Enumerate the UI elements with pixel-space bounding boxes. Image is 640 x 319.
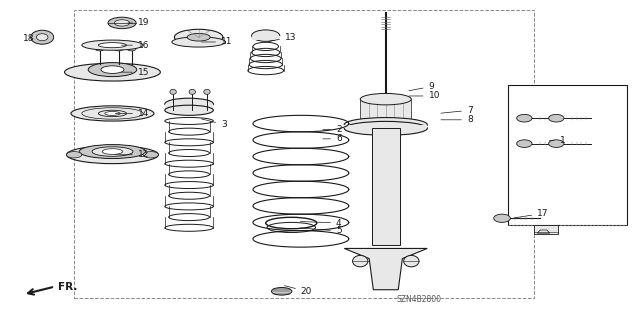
Ellipse shape [105,112,120,115]
Ellipse shape [360,119,412,130]
Ellipse shape [548,115,564,122]
Ellipse shape [344,122,428,135]
Text: 17: 17 [515,209,548,218]
Ellipse shape [516,115,532,122]
Text: 14: 14 [115,109,149,118]
Ellipse shape [99,43,127,48]
Ellipse shape [67,152,82,158]
Ellipse shape [172,37,225,47]
Ellipse shape [127,47,136,51]
Ellipse shape [204,89,210,94]
Bar [165,104,213,110]
Ellipse shape [31,30,54,44]
Polygon shape [344,124,428,128]
Text: 8: 8 [441,115,472,124]
Text: 2: 2 [323,125,342,134]
Polygon shape [344,249,428,290]
Text: SZN4B2800: SZN4B2800 [397,295,442,304]
Bar [534,225,558,234]
Text: 6: 6 [323,134,342,143]
Bar [372,128,400,245]
Ellipse shape [404,256,419,267]
Ellipse shape [353,256,368,267]
Text: 5: 5 [300,226,342,235]
Ellipse shape [79,145,146,159]
Text: 10: 10 [409,92,440,100]
Text: 7: 7 [441,106,472,115]
Text: 12: 12 [115,150,149,159]
Text: 16: 16 [122,41,150,50]
Bar [360,99,412,124]
Bar [252,36,280,41]
Ellipse shape [71,106,154,121]
Ellipse shape [88,63,137,77]
Text: 9: 9 [409,82,435,91]
Text: FR.: FR. [58,282,77,292]
Text: 20: 20 [284,286,312,296]
Ellipse shape [115,47,124,51]
Text: 19: 19 [128,19,150,27]
Ellipse shape [493,214,510,222]
Ellipse shape [360,93,412,105]
Ellipse shape [95,47,104,51]
Text: 11: 11 [202,38,232,47]
Ellipse shape [99,110,127,117]
Ellipse shape [252,30,280,41]
Ellipse shape [36,34,48,41]
Ellipse shape [187,33,210,41]
Ellipse shape [65,63,161,81]
Text: 3: 3 [202,119,227,129]
Ellipse shape [174,29,223,45]
Bar [74,10,534,298]
Ellipse shape [170,89,176,94]
Bar [508,85,627,225]
Ellipse shape [67,146,159,164]
Ellipse shape [344,118,428,131]
Ellipse shape [165,98,213,110]
Text: 1: 1 [550,136,565,145]
Ellipse shape [101,66,124,73]
Ellipse shape [189,89,195,94]
Text: 18: 18 [23,34,35,43]
Ellipse shape [108,17,136,29]
Ellipse shape [516,140,532,147]
Ellipse shape [165,105,213,115]
Ellipse shape [115,20,130,26]
Text: 15: 15 [122,68,150,77]
Ellipse shape [143,152,159,158]
Ellipse shape [82,40,143,50]
Ellipse shape [92,147,133,156]
Ellipse shape [271,287,292,295]
Text: 4: 4 [300,219,342,227]
Ellipse shape [548,140,564,147]
Text: 13: 13 [268,33,296,42]
Ellipse shape [102,149,123,154]
